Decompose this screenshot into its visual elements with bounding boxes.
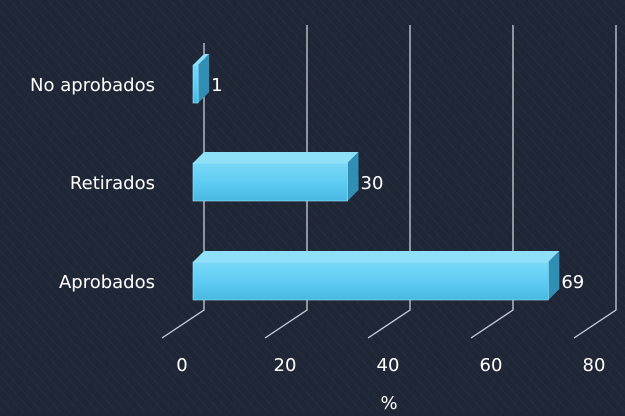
labels: 1 No aprobados 30 Retirados 69 Aprobados 0 20 40… (30, 75, 605, 376)
gridline-80 (573, 25, 617, 339)
gridline-0 (161, 43, 205, 339)
category-label-2: Aprobados (59, 272, 155, 293)
gridline-40 (367, 25, 411, 339)
gridline-60 (470, 25, 514, 339)
category-label-0: No aprobados (30, 75, 155, 96)
x-tick-label-0: 0 (176, 355, 187, 376)
x-tick-label-60: 60 (480, 355, 503, 376)
bars (192, 54, 560, 301)
data-label-2: 69 (561, 272, 584, 293)
category-label-1: Retirados (70, 173, 155, 194)
x-tick-label-40: 40 (377, 355, 400, 376)
gridline-20 (264, 25, 308, 339)
bar-side-0 (198, 54, 210, 103)
bar-side-2 (548, 251, 560, 300)
bar-top-1 (193, 152, 359, 163)
bar-1 (192, 162, 348, 202)
bar-0 (192, 64, 199, 104)
bar-side-1 (347, 152, 359, 201)
bar-top-0 (193, 54, 210, 65)
bar-2 (192, 261, 549, 301)
data-label-1: 30 (361, 173, 384, 194)
bar-top-2 (193, 251, 560, 262)
x-tick-label-20: 20 (274, 355, 297, 376)
data-label-0: 1 (211, 75, 222, 96)
x-axis-label: % (380, 393, 397, 412)
gridlines (161, 25, 617, 339)
x-tick-label-80: 80 (583, 355, 606, 376)
